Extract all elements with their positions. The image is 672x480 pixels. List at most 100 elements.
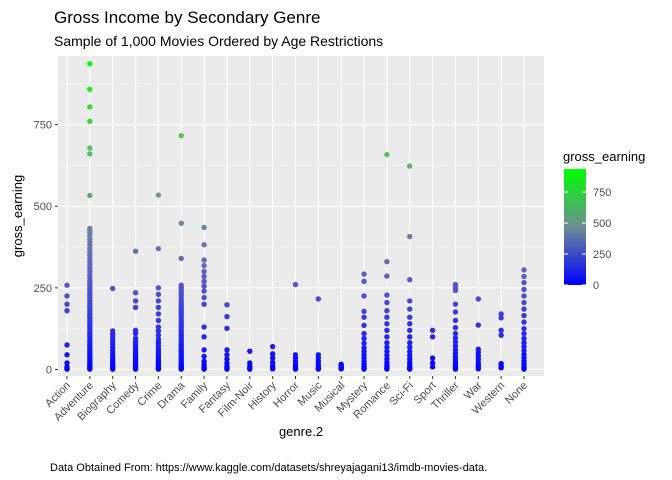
data-point xyxy=(407,276,413,283)
legend-title: gross_earning xyxy=(563,149,645,164)
data-point xyxy=(110,285,116,292)
data-point xyxy=(361,340,367,347)
data-point xyxy=(132,366,139,372)
data-point xyxy=(407,327,413,333)
data-point xyxy=(155,366,162,372)
data-point xyxy=(475,366,481,372)
data-point xyxy=(201,278,207,285)
x-axis: ActionAdventureBiographyComedyCrimeDrama… xyxy=(43,376,530,424)
minor-gridlines xyxy=(58,83,544,329)
data-point xyxy=(521,267,527,273)
data-points xyxy=(64,61,527,372)
data-point xyxy=(87,61,93,67)
data-point xyxy=(407,163,413,169)
data-point xyxy=(224,366,230,372)
data-point xyxy=(361,314,367,320)
data-point xyxy=(224,347,230,353)
data-point xyxy=(452,339,459,345)
data-point xyxy=(361,335,367,342)
data-point xyxy=(475,322,481,328)
data-point xyxy=(269,355,276,361)
data-point xyxy=(155,304,162,311)
data-point xyxy=(64,342,70,348)
data-point xyxy=(224,352,230,358)
data-point xyxy=(407,366,413,372)
data-point xyxy=(201,283,207,289)
data-point xyxy=(521,343,527,350)
data-point xyxy=(429,327,436,333)
data-point xyxy=(155,245,162,252)
data-point xyxy=(132,248,139,254)
data-point xyxy=(361,322,367,329)
legend-ticks: 0 250 500 750 xyxy=(564,187,611,292)
data-point xyxy=(452,301,459,307)
data-point xyxy=(452,330,459,337)
data-point xyxy=(361,308,367,315)
data-point xyxy=(384,334,390,340)
y-axis-title: gross_earning xyxy=(10,175,25,257)
data-point xyxy=(521,273,527,280)
legend: gross_earning 0 250 500 750 xyxy=(563,149,645,292)
data-point xyxy=(155,317,162,324)
data-point xyxy=(64,307,70,314)
data-point xyxy=(361,293,367,299)
data-point xyxy=(64,301,70,307)
data-point xyxy=(521,339,527,346)
data-point xyxy=(201,301,207,307)
data-point xyxy=(521,299,527,306)
data-point xyxy=(155,192,162,198)
data-point xyxy=(521,286,527,293)
data-point xyxy=(201,366,207,372)
data-point xyxy=(224,313,230,320)
data-point xyxy=(269,351,276,357)
legend-colorbar xyxy=(564,169,586,285)
data-point xyxy=(407,233,413,240)
data-point xyxy=(452,287,459,294)
data-point xyxy=(521,325,527,332)
data-point xyxy=(498,327,504,333)
data-point xyxy=(384,327,390,333)
data-point xyxy=(201,353,207,360)
data-point xyxy=(384,151,390,158)
chart-caption: Data Obtained From: https://www.kaggle.c… xyxy=(50,462,487,474)
data-point xyxy=(384,259,390,265)
data-point xyxy=(429,334,436,340)
data-point xyxy=(475,296,481,302)
data-point xyxy=(247,366,253,372)
data-point xyxy=(407,306,413,312)
data-point xyxy=(498,311,504,317)
data-point xyxy=(521,293,527,299)
data-point xyxy=(429,364,436,370)
data-point xyxy=(201,294,207,301)
data-point xyxy=(87,151,93,157)
data-point xyxy=(452,309,459,315)
data-point xyxy=(155,324,162,330)
data-point xyxy=(384,321,390,327)
data-point xyxy=(87,145,93,151)
data-point xyxy=(64,352,70,358)
data-point xyxy=(269,366,276,372)
data-point xyxy=(110,366,116,372)
data-point xyxy=(361,366,367,372)
data-point xyxy=(315,366,322,372)
legend-tick-label: 0 xyxy=(593,280,599,292)
data-point xyxy=(132,290,139,296)
data-point xyxy=(384,366,390,372)
data-point xyxy=(87,104,93,110)
data-point xyxy=(201,262,207,269)
data-point xyxy=(407,348,413,355)
data-point xyxy=(384,273,390,279)
y-tick-label: 500 xyxy=(34,201,52,213)
data-point xyxy=(87,366,93,372)
data-point xyxy=(132,330,139,337)
x-tick-label: Sci-Fi xyxy=(388,380,416,408)
data-point xyxy=(521,366,527,372)
legend-tick-label: 750 xyxy=(593,187,611,199)
data-point xyxy=(155,332,162,338)
data-point xyxy=(292,366,299,372)
data-point xyxy=(521,347,527,354)
data-point xyxy=(361,271,367,277)
data-point xyxy=(87,192,93,199)
data-point xyxy=(384,292,390,298)
